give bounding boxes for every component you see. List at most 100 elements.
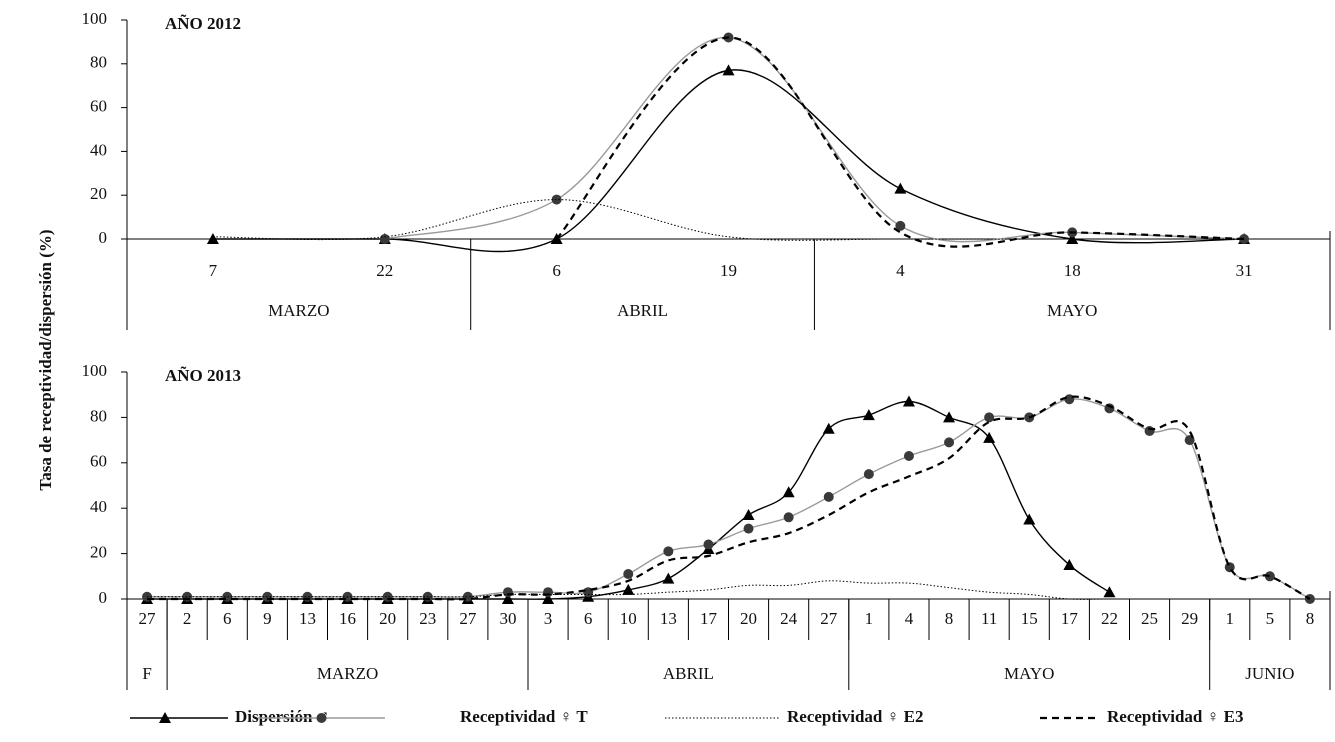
y-tick-label: 80 — [90, 53, 107, 72]
x-tick-label: 10 — [620, 609, 637, 628]
y-tick-label: 60 — [90, 452, 107, 471]
group-label: ABRIL — [663, 664, 714, 683]
marker — [379, 234, 390, 244]
y-tick-label: 60 — [90, 97, 107, 116]
marker — [1023, 513, 1036, 525]
marker — [943, 411, 956, 423]
series-line — [147, 398, 1311, 600]
marker — [382, 591, 393, 602]
x-tick-label: 1 — [1226, 609, 1235, 628]
x-tick-label: 4 — [905, 609, 914, 628]
marker — [542, 593, 555, 604]
marker — [1063, 558, 1076, 570]
marker — [983, 431, 996, 443]
marker — [1104, 403, 1115, 414]
legend-marker — [159, 712, 171, 723]
x-tick-label: 30 — [499, 609, 516, 628]
x-tick-label: 20 — [740, 609, 757, 628]
marker — [863, 469, 874, 480]
legend-label: Dispersión ♂ — [235, 707, 329, 726]
y-tick-label: 100 — [82, 9, 108, 28]
x-tick-label: 5 — [1266, 609, 1275, 628]
x-tick-label: 15 — [1021, 609, 1038, 628]
marker — [1224, 562, 1235, 573]
x-tick-label: 17 — [1061, 609, 1079, 628]
x-tick-label: 9 — [263, 609, 272, 628]
y-tick-label: 0 — [99, 588, 108, 607]
y-tick-label: 20 — [90, 184, 107, 203]
marker — [782, 486, 795, 498]
x-tick-label: 17 — [700, 609, 718, 628]
marker — [206, 233, 219, 244]
marker — [722, 64, 735, 76]
marker — [944, 437, 955, 448]
x-tick-label: 18 — [1064, 261, 1081, 280]
x-tick-label: 22 — [376, 261, 393, 280]
x-tick-label: 13 — [660, 609, 677, 628]
marker — [1064, 394, 1075, 405]
legend-label: Receptividad ♀ E2 — [787, 707, 923, 726]
marker — [502, 587, 513, 598]
marker — [742, 509, 755, 521]
x-tick-label: 29 — [1181, 609, 1198, 628]
y-axis-label: Tasa de receptividad/dispersión (%) — [36, 229, 55, 490]
x-tick-label: 27 — [459, 609, 477, 628]
marker — [895, 220, 906, 231]
y-tick-label: 20 — [90, 543, 107, 562]
marker — [823, 491, 834, 502]
x-tick-label: 20 — [379, 609, 396, 628]
y-tick-label: 80 — [90, 406, 107, 425]
group-label: MARZO — [317, 664, 378, 683]
x-tick-label: 19 — [720, 261, 737, 280]
y-tick-label: 40 — [90, 497, 107, 516]
series-line — [384, 36, 1245, 243]
marker — [862, 409, 875, 421]
x-tick-label: 31 — [1236, 261, 1253, 280]
group-label: MAYO — [1004, 664, 1054, 683]
marker — [984, 412, 995, 423]
x-tick-label: 16 — [339, 609, 356, 628]
group-label: ABRIL — [617, 301, 668, 320]
series-line — [212, 199, 1245, 241]
series-line — [147, 395, 1311, 601]
marker — [902, 395, 915, 407]
group-label: JUNIO — [1245, 664, 1294, 683]
x-tick-label: 1 — [865, 609, 874, 628]
marker — [551, 194, 562, 205]
legend-marker — [316, 713, 327, 723]
marker — [662, 572, 675, 584]
x-tick-label: 4 — [896, 261, 905, 280]
x-tick-label: 27 — [820, 609, 838, 628]
x-tick-label: 6 — [223, 609, 232, 628]
x-tick-label: 22 — [1101, 609, 1118, 628]
x-tick-label: 6 — [552, 261, 561, 280]
marker — [743, 523, 754, 534]
marker — [783, 512, 794, 523]
marker — [1103, 586, 1116, 598]
y-tick-label: 100 — [82, 361, 108, 380]
marker — [1144, 426, 1155, 437]
group-label: F — [142, 664, 151, 683]
legend-label: Receptividad ♀ E3 — [1107, 707, 1243, 726]
group-label: MARZO — [268, 301, 329, 320]
series-line — [147, 580, 1310, 600]
marker — [894, 182, 907, 194]
x-tick-label: 8 — [945, 609, 954, 628]
marker — [302, 591, 313, 602]
x-tick-label: 2 — [183, 609, 192, 628]
panel-title: AÑO 2012 — [165, 14, 241, 33]
x-tick-label: 11 — [981, 609, 997, 628]
x-tick-label: 3 — [544, 609, 553, 628]
series-line — [212, 69, 1245, 253]
series-line — [555, 36, 1245, 248]
x-tick-label: 13 — [299, 609, 316, 628]
marker — [822, 422, 835, 434]
x-tick-label: 27 — [139, 609, 157, 628]
group-label: MAYO — [1047, 301, 1097, 320]
y-tick-label: 40 — [90, 140, 107, 159]
x-tick-label: 23 — [419, 609, 436, 628]
x-tick-label: 7 — [209, 261, 218, 280]
x-tick-label: 25 — [1141, 609, 1158, 628]
